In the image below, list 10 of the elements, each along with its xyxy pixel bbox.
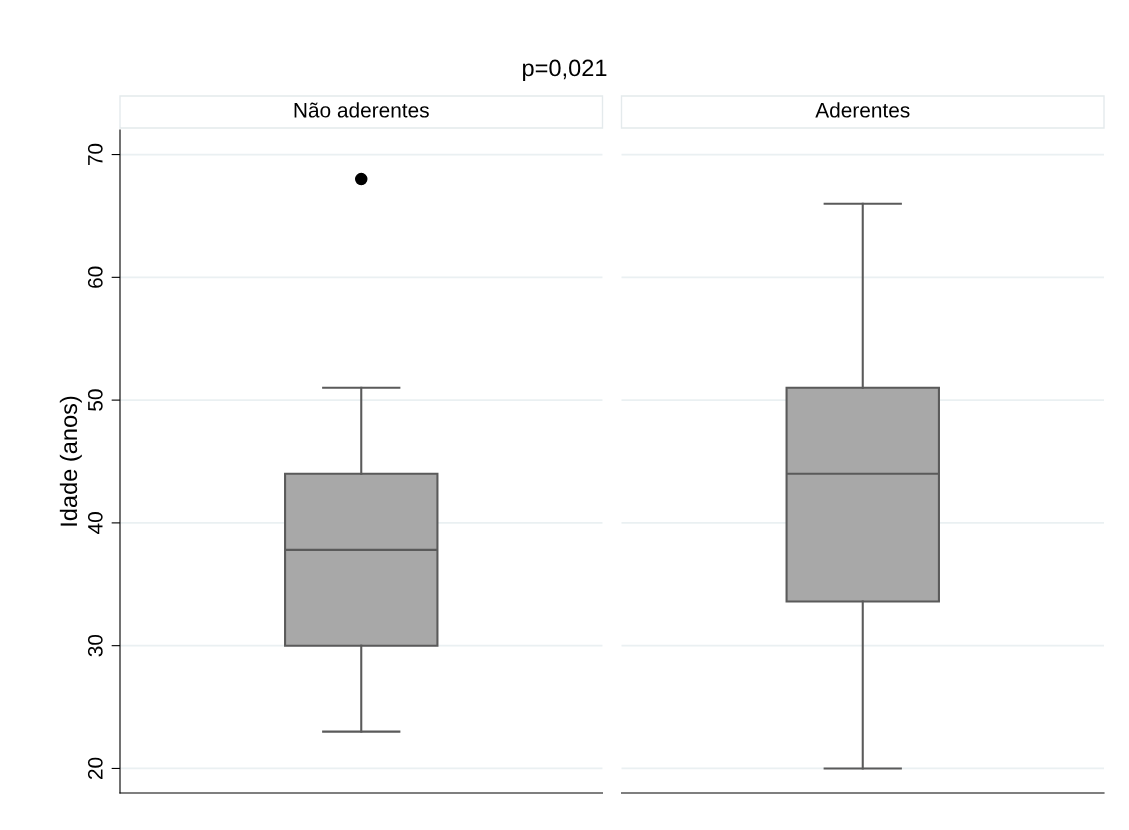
- y-tick-label: 20: [87, 757, 103, 779]
- y-tick-label: 50: [87, 389, 103, 411]
- y-axis-title: Idade (anos): [59, 396, 82, 526]
- chart-title: p=0,021: [523, 59, 607, 82]
- y-tick-label: 70: [87, 143, 103, 166]
- y-tick-label: 30: [87, 634, 103, 657]
- y-tick-label: 40: [87, 512, 103, 534]
- x-tick-label: Aderentes: [815, 102, 910, 118]
- y-tick-label: 60: [87, 266, 103, 288]
- x-tick-label: Não aderentes: [294, 102, 429, 118]
